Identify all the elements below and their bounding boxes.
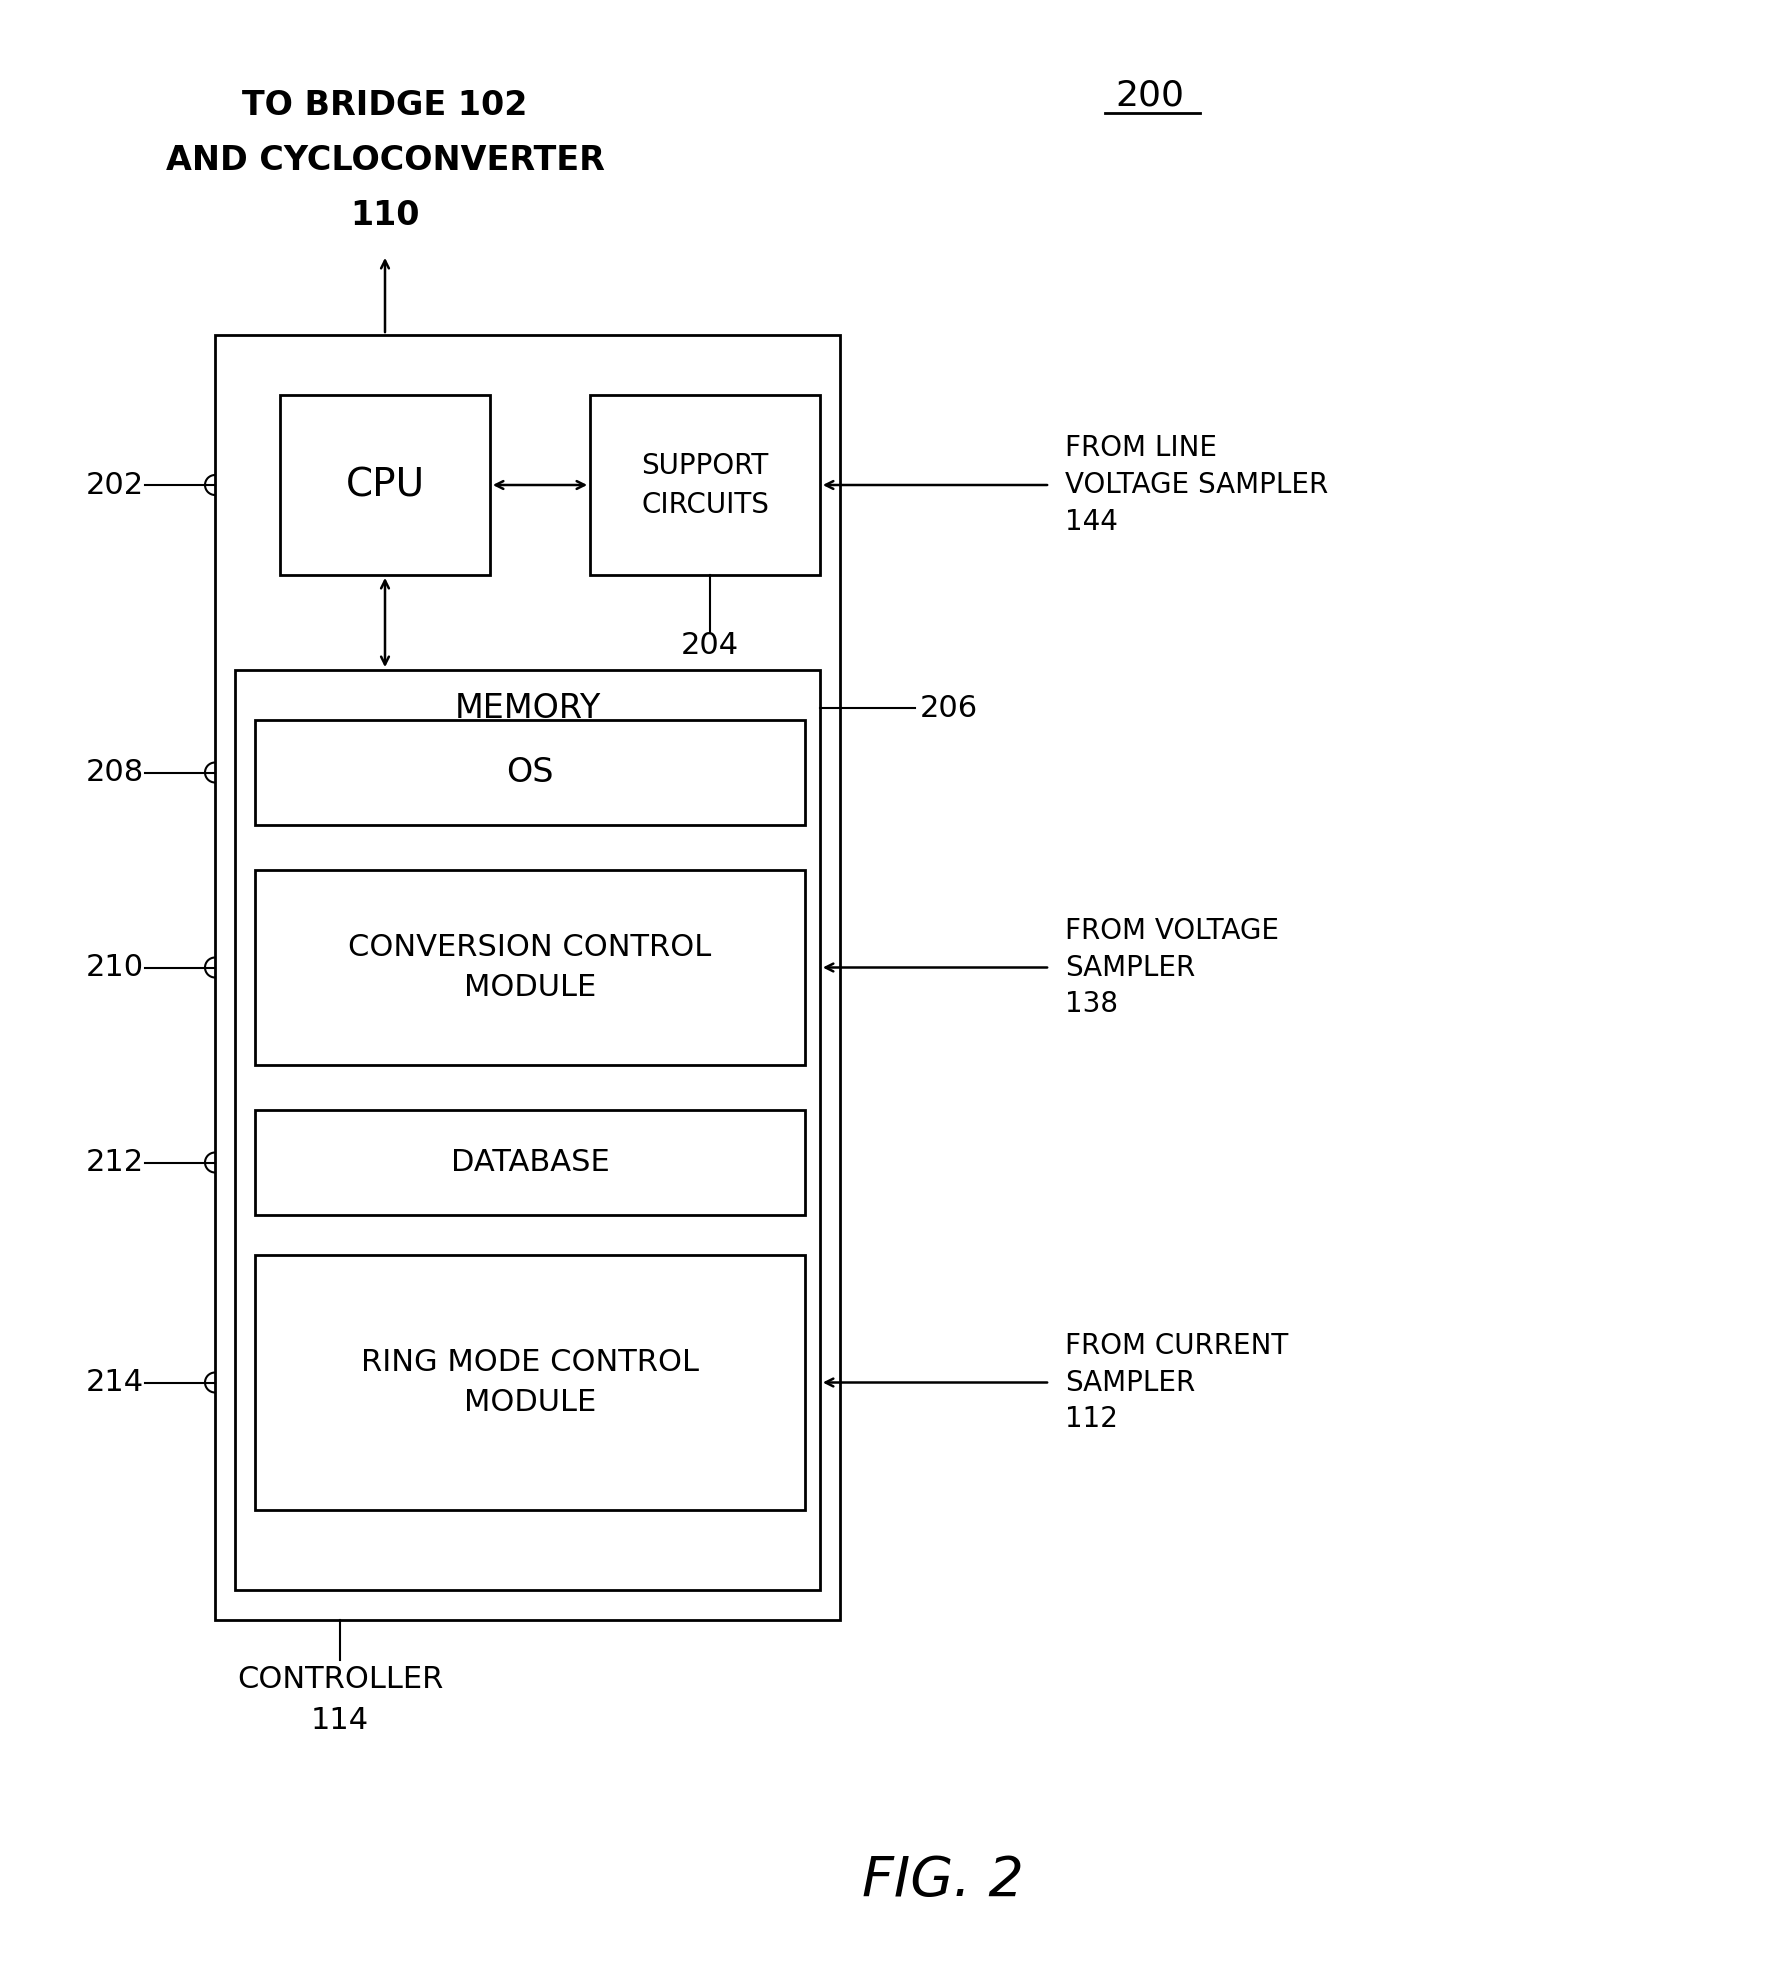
Text: OS: OS (505, 756, 554, 790)
Bar (236, 669, 820, 1591)
Text: DATABASE: DATABASE (450, 1148, 609, 1177)
Bar (255, 1111, 805, 1215)
Text: 212: 212 (86, 1148, 145, 1177)
Bar (255, 721, 805, 825)
Text: 200: 200 (1116, 79, 1184, 112)
Text: MEMORY: MEMORY (454, 691, 600, 725)
Text: 214: 214 (86, 1368, 145, 1396)
Text: FIG. 2: FIG. 2 (863, 1853, 1023, 1906)
Text: FROM CURRENT
SAMPLER
112: FROM CURRENT SAMPLER 112 (1064, 1331, 1288, 1433)
Text: 202: 202 (86, 471, 145, 500)
Text: CPU: CPU (345, 467, 425, 504)
Bar (255, 870, 805, 1065)
Text: AND CYCLOCONVERTER: AND CYCLOCONVERTER (166, 144, 604, 177)
Text: 110: 110 (350, 199, 420, 232)
Text: 204: 204 (680, 630, 739, 660)
Text: RING MODE CONTROL
MODULE: RING MODE CONTROL MODULE (361, 1347, 698, 1418)
Text: FROM VOLTAGE
SAMPLER
138: FROM VOLTAGE SAMPLER 138 (1064, 918, 1279, 1018)
Text: FROM LINE
VOLTAGE SAMPLER
144: FROM LINE VOLTAGE SAMPLER 144 (1064, 435, 1329, 536)
Bar (280, 396, 489, 575)
Text: SUPPORT
CIRCUITS: SUPPORT CIRCUITS (641, 451, 770, 518)
Bar (255, 1254, 805, 1510)
Text: 208: 208 (86, 758, 145, 788)
Text: 210: 210 (86, 953, 145, 983)
Bar (589, 396, 820, 575)
Text: CONVERSION CONTROL
MODULE: CONVERSION CONTROL MODULE (348, 933, 711, 1002)
Bar (214, 335, 839, 1620)
Text: CONTROLLER
114: CONTROLLER 114 (238, 1666, 443, 1735)
Text: TO BRIDGE 102: TO BRIDGE 102 (243, 89, 527, 122)
Text: 206: 206 (920, 693, 979, 723)
